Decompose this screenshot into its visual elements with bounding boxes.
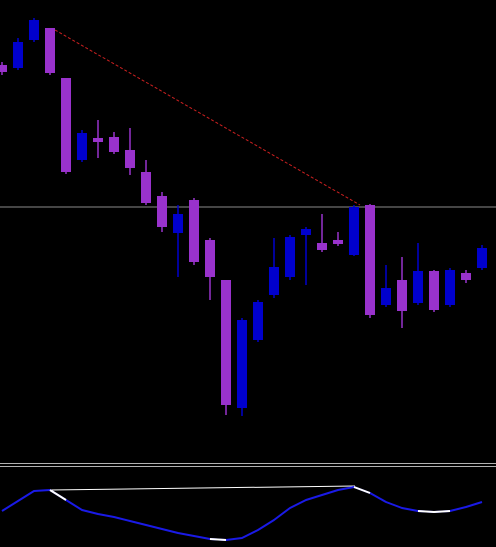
candle-body <box>285 237 295 277</box>
candle-body <box>253 302 263 340</box>
candle-body <box>429 271 439 310</box>
candle-body <box>365 205 375 315</box>
candle-body <box>173 214 183 233</box>
candle-body <box>141 172 151 203</box>
price-panel <box>0 18 487 416</box>
candle-body <box>317 243 327 250</box>
candle-body <box>333 240 343 244</box>
candle-body <box>29 20 39 40</box>
candle-body <box>93 138 103 142</box>
indicator-line <box>1 486 483 541</box>
trend-line <box>54 29 361 206</box>
candle-body <box>397 280 407 311</box>
candle-body <box>157 196 167 227</box>
candle-body <box>477 248 487 268</box>
candle-body <box>205 240 215 277</box>
candle-body <box>109 137 119 152</box>
candle-body <box>45 28 55 73</box>
candle-body <box>381 288 391 305</box>
candle-body <box>445 270 455 305</box>
indicator-panel <box>1 486 483 541</box>
candle-body <box>221 280 231 405</box>
candle-body <box>189 200 199 262</box>
candle-body <box>0 65 7 72</box>
candle-body <box>301 229 311 235</box>
candle-body <box>349 207 359 255</box>
candle-body <box>61 78 71 172</box>
candle-body <box>461 273 471 280</box>
candle-body <box>77 133 87 160</box>
candle-body <box>13 42 23 68</box>
candle-body <box>125 150 135 168</box>
candle-body <box>413 271 423 303</box>
candle-body <box>269 267 279 295</box>
indicator-line <box>49 486 451 541</box>
indicator-divergence-line <box>49 485 356 491</box>
candle-body <box>237 320 247 408</box>
